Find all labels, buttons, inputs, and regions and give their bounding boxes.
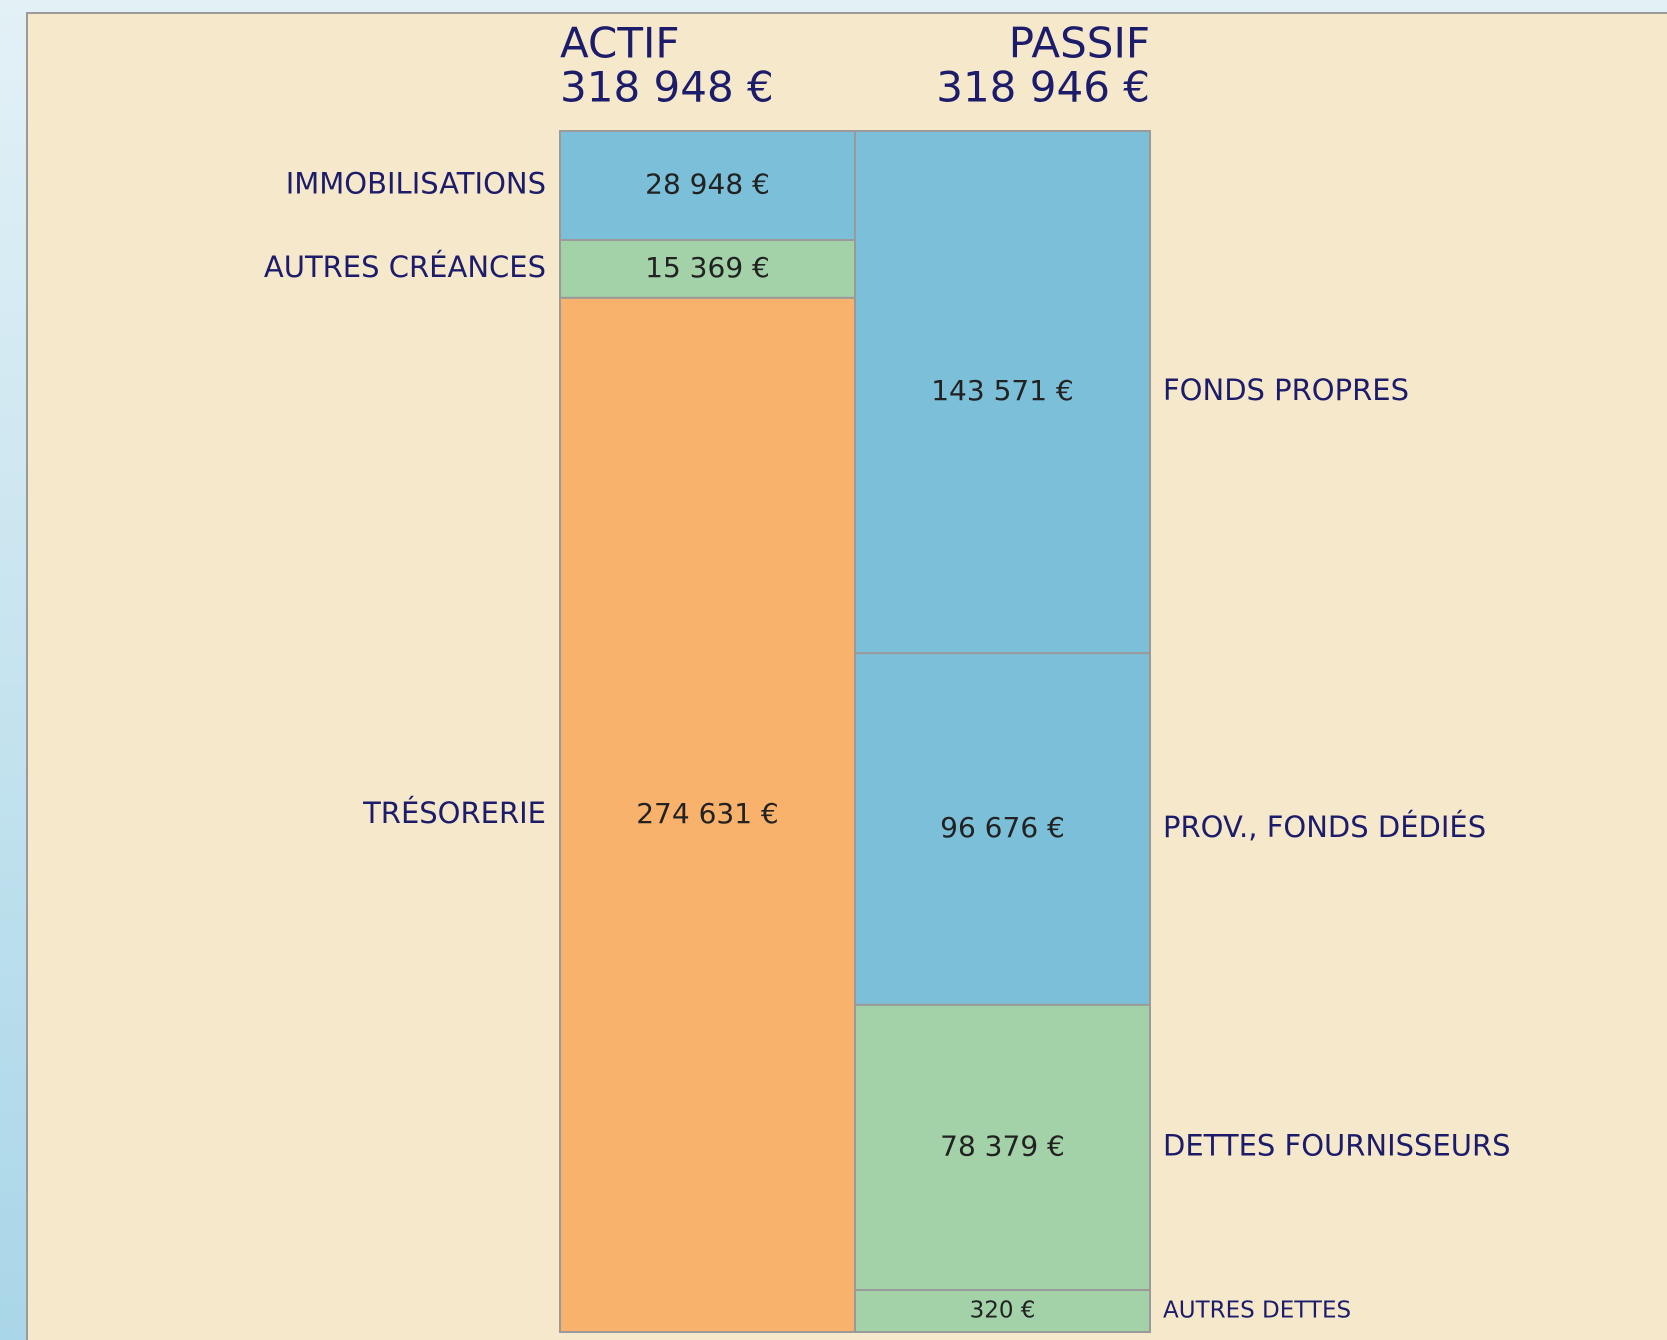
category-label: FONDS PROPRES	[1163, 373, 1409, 407]
segment	[854, 1003, 1151, 1291]
column-total: 318 948 €	[560, 63, 774, 112]
segment	[854, 652, 1151, 1006]
value-label: 15 369 €	[645, 251, 770, 284]
column-total: 318 946 €	[936, 63, 1150, 112]
value-label: 274 631 €	[636, 797, 779, 830]
category-label: AUTRES CRÉANCES	[264, 250, 546, 284]
value-label: 78 379 €	[940, 1129, 1065, 1162]
value-label: 28 948 €	[645, 168, 770, 201]
segment	[854, 1289, 1151, 1333]
segment	[854, 130, 1151, 655]
value-label: 96 676 €	[940, 811, 1065, 844]
column-title: PASSIF	[1009, 19, 1150, 68]
category-label: PROV., FONDS DÉDIÉS	[1163, 810, 1486, 844]
column-title: ACTIF	[560, 19, 680, 68]
segment	[559, 296, 856, 1333]
category-label: AUTRES DETTES	[1163, 1298, 1351, 1324]
category-label: DETTES FOURNISSEURS	[1163, 1128, 1511, 1162]
category-label: TRÉSORERIE	[362, 796, 546, 830]
value-label: 143 571 €	[931, 374, 1074, 407]
value-label: 320 €	[970, 1298, 1036, 1324]
category-label: IMMOBILISATIONS	[286, 167, 546, 201]
segment	[559, 239, 856, 299]
